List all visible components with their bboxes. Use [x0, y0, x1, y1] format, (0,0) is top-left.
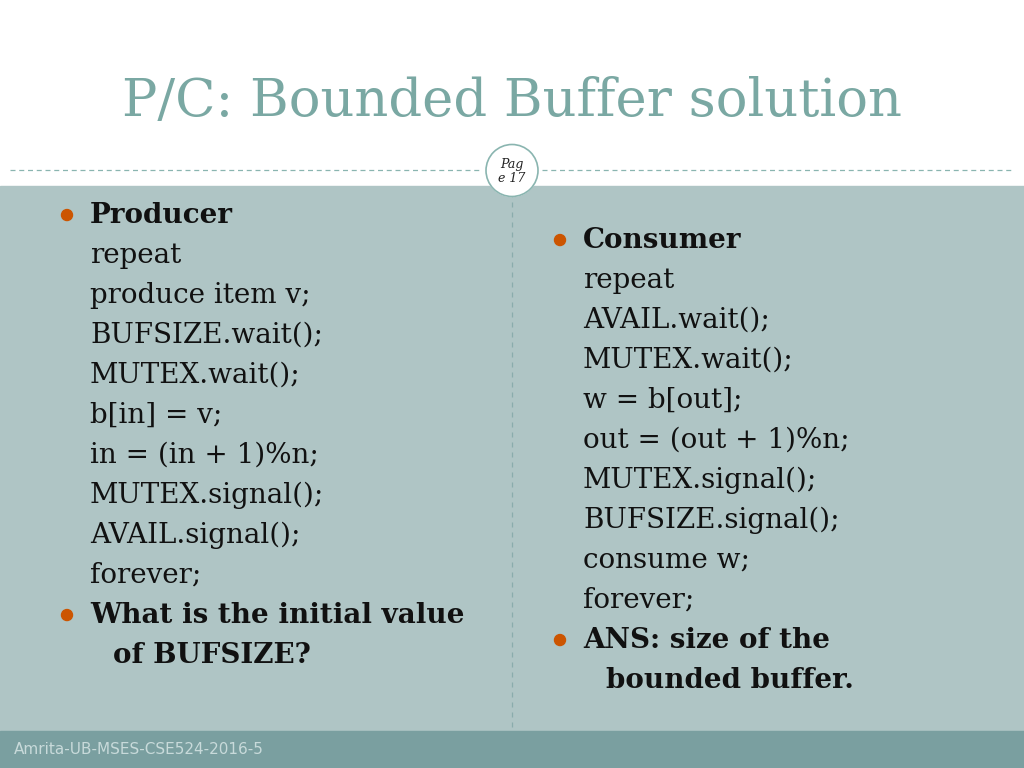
Text: consume w;: consume w;	[583, 547, 750, 574]
Text: repeat: repeat	[583, 266, 674, 293]
Text: bounded buffer.: bounded buffer.	[606, 667, 854, 694]
Text: produce item v;: produce item v;	[90, 282, 310, 309]
Text: ANS: size of the: ANS: size of the	[583, 627, 830, 654]
Text: MUTEX.signal();: MUTEX.signal();	[90, 482, 325, 508]
Text: Amrita-UB-MSES-CSE524-2016-5: Amrita-UB-MSES-CSE524-2016-5	[14, 742, 264, 757]
Text: What is the initial value: What is the initial value	[90, 601, 465, 628]
Text: MUTEX.signal();: MUTEX.signal();	[583, 466, 817, 494]
Text: out = (out + 1)%n;: out = (out + 1)%n;	[583, 426, 850, 454]
Text: AVAIL.wait();: AVAIL.wait();	[583, 306, 770, 333]
Text: forever;: forever;	[90, 561, 202, 588]
Text: P/C: Bounded Buffer solution: P/C: Bounded Buffer solution	[122, 76, 902, 127]
Text: Consumer: Consumer	[583, 227, 741, 253]
Text: b[in] = v;: b[in] = v;	[90, 402, 222, 429]
Bar	[0, 186, 1024, 731]
Bar	[0, 731, 1024, 768]
Text: Pag: Pag	[501, 158, 523, 171]
Circle shape	[61, 210, 73, 220]
Circle shape	[486, 144, 538, 197]
Text: of BUFSIZE?: of BUFSIZE?	[113, 641, 311, 668]
Text: Producer: Producer	[90, 201, 233, 229]
Text: w = b[out];: w = b[out];	[583, 386, 742, 413]
Text: MUTEX.wait();: MUTEX.wait();	[90, 362, 301, 389]
Circle shape	[555, 234, 565, 246]
Text: forever;: forever;	[583, 587, 694, 614]
Text: AVAIL.signal();: AVAIL.signal();	[90, 521, 300, 548]
Text: in = (in + 1)%n;: in = (in + 1)%n;	[90, 442, 318, 468]
Text: e 17: e 17	[499, 172, 525, 185]
Circle shape	[61, 610, 73, 621]
Circle shape	[555, 634, 565, 646]
Text: MUTEX.wait();: MUTEX.wait();	[583, 346, 794, 373]
Text: repeat: repeat	[90, 242, 181, 269]
Text: BUFSIZE.signal();: BUFSIZE.signal();	[583, 506, 840, 534]
Text: BUFSIZE.wait();: BUFSIZE.wait();	[90, 322, 323, 349]
